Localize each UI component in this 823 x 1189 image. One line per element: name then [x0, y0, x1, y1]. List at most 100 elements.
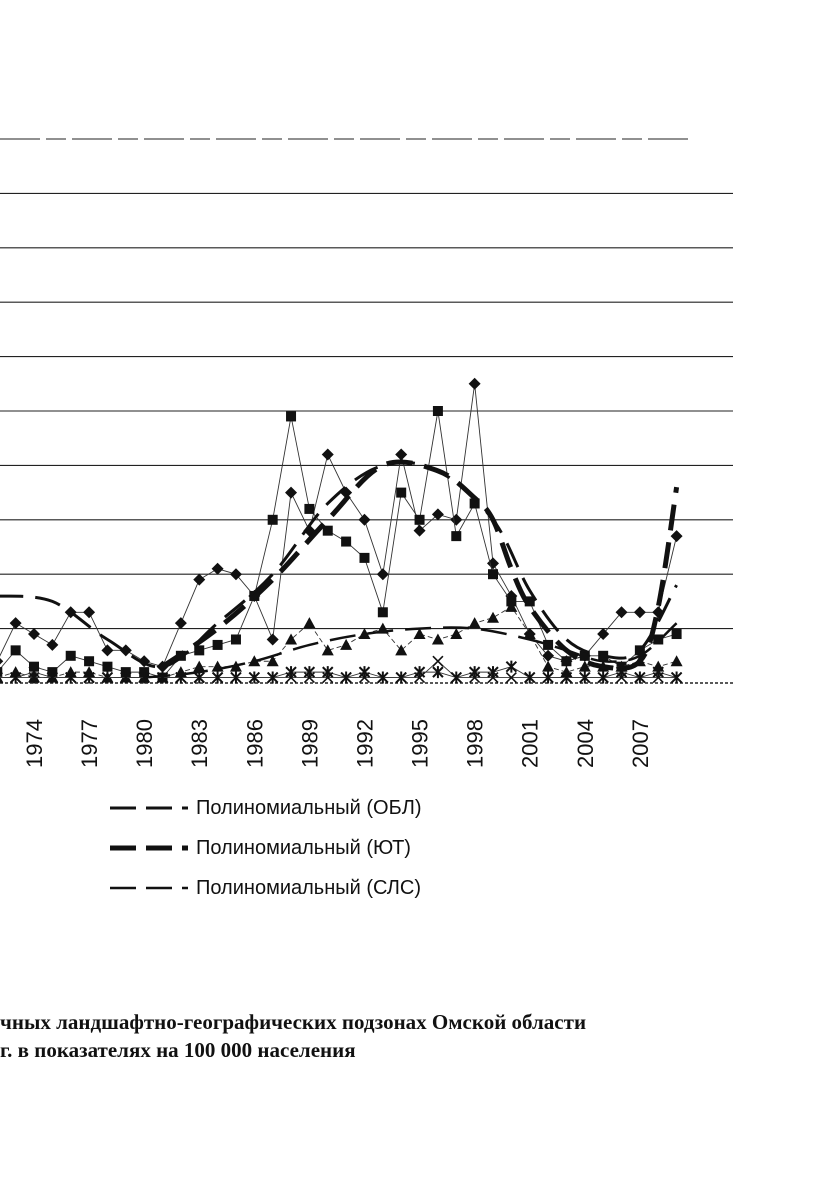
- data-point: [303, 666, 316, 679]
- data-point: [560, 671, 573, 684]
- data-point: [670, 530, 683, 543]
- data-point: [487, 611, 499, 623]
- data-point: [431, 508, 444, 521]
- data-point: [230, 671, 242, 684]
- legend-label-yut: Полиномиальный (ЮТ): [196, 836, 411, 859]
- data-point: [377, 671, 389, 684]
- data-point: [266, 633, 279, 646]
- data-point: [83, 606, 96, 619]
- data-point: [450, 671, 462, 684]
- data-point: [120, 671, 132, 684]
- legend: Полиномиальный (ОБЛ) Полиномиальный (ЮТ)…: [110, 788, 421, 908]
- data-point: [303, 617, 316, 629]
- x-tick-label: 1980: [132, 719, 157, 768]
- data-point: [267, 671, 279, 684]
- data-point: [194, 645, 205, 656]
- data-point: [285, 633, 298, 645]
- trendline-1: [161, 459, 680, 671]
- data-point: [358, 671, 371, 684]
- data-point: [468, 617, 481, 629]
- data-point: [578, 660, 591, 672]
- data-point: [505, 671, 517, 684]
- x-tick-label: 1998: [463, 719, 488, 768]
- x-tick-label: 1974: [22, 719, 47, 768]
- data-point: [193, 671, 205, 684]
- data-point: [229, 568, 242, 581]
- legend-item-sls: Полиномиальный (СЛС): [110, 868, 421, 908]
- data-point: [652, 671, 664, 684]
- series-line: [0, 660, 677, 679]
- trendline-layer: [0, 459, 680, 679]
- data-point: [561, 656, 572, 667]
- data-point: [505, 660, 518, 673]
- data-point: [542, 671, 554, 684]
- data-point: [615, 606, 628, 619]
- trendline-2: [144, 622, 678, 679]
- data-point: [597, 628, 610, 641]
- data-point: [468, 666, 481, 679]
- data-point: [469, 498, 480, 509]
- data-point: [542, 649, 555, 662]
- data-point: [286, 411, 297, 422]
- x-tick-label: 2007: [628, 719, 653, 768]
- data-point: [101, 671, 114, 684]
- data-point: [156, 671, 169, 684]
- data-point: [487, 557, 499, 570]
- data-point: [413, 671, 426, 684]
- data-point: [358, 628, 371, 640]
- data-point: [322, 671, 334, 684]
- data-point: [46, 638, 59, 651]
- data-point: [524, 671, 536, 684]
- data-point: [230, 634, 241, 645]
- data-point: [28, 671, 40, 684]
- data-point: [28, 628, 40, 641]
- data-point: [377, 607, 388, 618]
- data-point: [83, 671, 95, 684]
- data-point: [0, 657, 4, 665]
- data-point: [193, 660, 206, 672]
- data-point: [266, 655, 279, 667]
- data-point: [488, 569, 498, 580]
- data-point: [671, 629, 682, 640]
- data-point: [285, 666, 297, 679]
- data-point: [359, 552, 370, 563]
- data-point: [211, 660, 224, 672]
- x-tick-label: 1995: [408, 719, 433, 768]
- data-point: [211, 562, 224, 575]
- data-point: [487, 666, 499, 679]
- data-point: [193, 573, 206, 586]
- data-point: [285, 671, 297, 684]
- series-layer: [0, 377, 683, 684]
- data-point: [450, 628, 463, 640]
- data-point: [65, 671, 77, 684]
- data-point: [524, 596, 535, 607]
- series-triangle: [0, 600, 683, 683]
- data-point: [376, 568, 389, 581]
- legend-swatch-yut: [110, 845, 188, 851]
- legend-label-sls: Полиномиальный (СЛС): [196, 876, 422, 899]
- data-point: [615, 671, 628, 684]
- data-point: [432, 655, 444, 667]
- data-point: [29, 661, 39, 672]
- data-point: [395, 671, 407, 684]
- data-point: [414, 514, 425, 525]
- data-point: [341, 536, 352, 547]
- data-point: [597, 671, 609, 684]
- data-point: [615, 666, 628, 679]
- data-point: [102, 661, 113, 672]
- data-point: [653, 634, 664, 645]
- data-point: [469, 671, 481, 684]
- data-point: [65, 650, 76, 661]
- data-point: [432, 406, 443, 416]
- data-point: [321, 644, 334, 656]
- data-point: [340, 638, 353, 650]
- data-point: [248, 655, 261, 667]
- data-point: [9, 617, 22, 630]
- data-point: [10, 671, 22, 684]
- x-tick-label: 2004: [573, 719, 598, 768]
- data-point: [523, 628, 536, 640]
- x-tick-label: 1986: [242, 719, 267, 768]
- data-point: [285, 486, 298, 499]
- series-line: [0, 383, 678, 668]
- data-point: [542, 660, 555, 672]
